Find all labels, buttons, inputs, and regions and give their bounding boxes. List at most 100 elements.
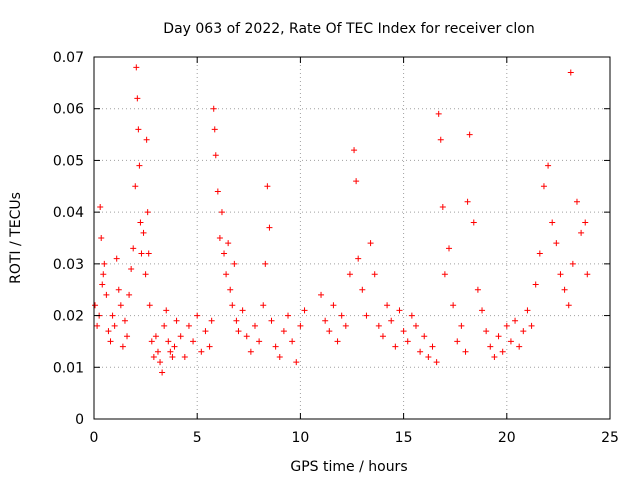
data-point bbox=[146, 302, 153, 309]
data-point bbox=[266, 224, 273, 231]
data-point bbox=[98, 235, 105, 241]
data-point bbox=[301, 307, 308, 314]
data-point bbox=[214, 188, 221, 195]
x-tick-label: 10 bbox=[291, 430, 309, 446]
data-point bbox=[474, 286, 481, 293]
data-point bbox=[190, 338, 197, 345]
data-point bbox=[165, 338, 172, 345]
data-point bbox=[144, 209, 151, 216]
data-point bbox=[584, 271, 591, 278]
data-point bbox=[208, 317, 215, 324]
data-point bbox=[516, 343, 523, 350]
data-point bbox=[185, 322, 192, 329]
data-point bbox=[262, 260, 269, 267]
data-point bbox=[218, 209, 225, 216]
data-point bbox=[540, 183, 547, 190]
data-point bbox=[173, 317, 180, 324]
data-point bbox=[425, 353, 432, 360]
data-point bbox=[216, 235, 223, 241]
data-point bbox=[101, 260, 108, 267]
data-point bbox=[569, 260, 576, 267]
data-point bbox=[145, 250, 152, 257]
data-point bbox=[260, 302, 267, 309]
data-point bbox=[421, 333, 428, 340]
data-point bbox=[130, 245, 137, 252]
data-point bbox=[524, 307, 531, 314]
data-point bbox=[181, 353, 188, 360]
data-point bbox=[479, 307, 486, 314]
data-point bbox=[565, 302, 572, 309]
data-point bbox=[384, 302, 391, 309]
data-point bbox=[371, 271, 378, 278]
data-point bbox=[138, 250, 145, 257]
data-point bbox=[107, 338, 114, 345]
data-point bbox=[264, 183, 271, 190]
data-point bbox=[135, 126, 142, 133]
data-point bbox=[561, 286, 568, 293]
data-point bbox=[233, 317, 240, 324]
data-point bbox=[177, 333, 184, 340]
data-point bbox=[545, 162, 552, 169]
data-point bbox=[446, 245, 453, 252]
data-point bbox=[210, 105, 217, 112]
data-point bbox=[97, 203, 104, 210]
data-point bbox=[251, 322, 258, 329]
data-point bbox=[221, 250, 228, 257]
y-tick-label: 0.05 bbox=[53, 153, 84, 169]
data-point bbox=[429, 343, 436, 350]
data-point bbox=[212, 152, 219, 159]
data-point bbox=[140, 229, 147, 236]
data-point bbox=[239, 307, 246, 314]
data-point bbox=[400, 328, 407, 335]
data-point bbox=[235, 328, 242, 335]
y-tick-label: 0.02 bbox=[53, 309, 84, 325]
data-point bbox=[285, 312, 292, 319]
data-point bbox=[247, 348, 254, 355]
data-point bbox=[439, 203, 446, 210]
grid bbox=[94, 57, 610, 419]
data-point bbox=[462, 348, 469, 355]
data-point bbox=[243, 333, 250, 340]
data-point bbox=[113, 255, 120, 262]
data-point bbox=[520, 328, 527, 335]
y-tick-label: 0 bbox=[75, 412, 84, 428]
data-point bbox=[137, 219, 144, 226]
y-tick-label: 0.01 bbox=[53, 360, 84, 376]
data-point bbox=[103, 291, 110, 298]
y-axis-label: ROTI / TECUs bbox=[8, 192, 24, 284]
data-point bbox=[512, 317, 519, 324]
data-point bbox=[392, 343, 399, 350]
data-point bbox=[330, 302, 337, 309]
data-point bbox=[202, 328, 209, 335]
data-point bbox=[441, 271, 448, 278]
data-point bbox=[94, 322, 101, 329]
data-point bbox=[229, 302, 236, 309]
data-point bbox=[194, 312, 201, 319]
data-point bbox=[124, 333, 131, 340]
data-point bbox=[408, 312, 415, 319]
y-tick-label: 0.07 bbox=[53, 50, 84, 66]
data-point bbox=[126, 291, 133, 298]
data-point bbox=[225, 240, 232, 247]
data-point bbox=[578, 229, 585, 236]
x-axis-ticks: 0 5 10 15 20 25 bbox=[90, 57, 619, 446]
data-point bbox=[338, 312, 345, 319]
data-point bbox=[549, 219, 556, 226]
data-point bbox=[92, 302, 99, 309]
data-point bbox=[367, 240, 374, 247]
data-point bbox=[342, 322, 349, 329]
data-point bbox=[507, 338, 514, 345]
data-points bbox=[92, 64, 591, 376]
data-point bbox=[268, 317, 275, 324]
data-point bbox=[355, 255, 362, 262]
data-point bbox=[318, 291, 325, 298]
data-point bbox=[223, 271, 230, 278]
data-point bbox=[297, 322, 304, 329]
y-tick-label: 0.04 bbox=[53, 205, 84, 221]
y-axis-ticks: 0 0.01 0.02 0.03 0.04 0.05 0.06 0.07 bbox=[53, 50, 610, 428]
data-point bbox=[528, 322, 535, 329]
data-point bbox=[483, 328, 490, 335]
data-point bbox=[231, 260, 238, 267]
data-point bbox=[326, 328, 333, 335]
